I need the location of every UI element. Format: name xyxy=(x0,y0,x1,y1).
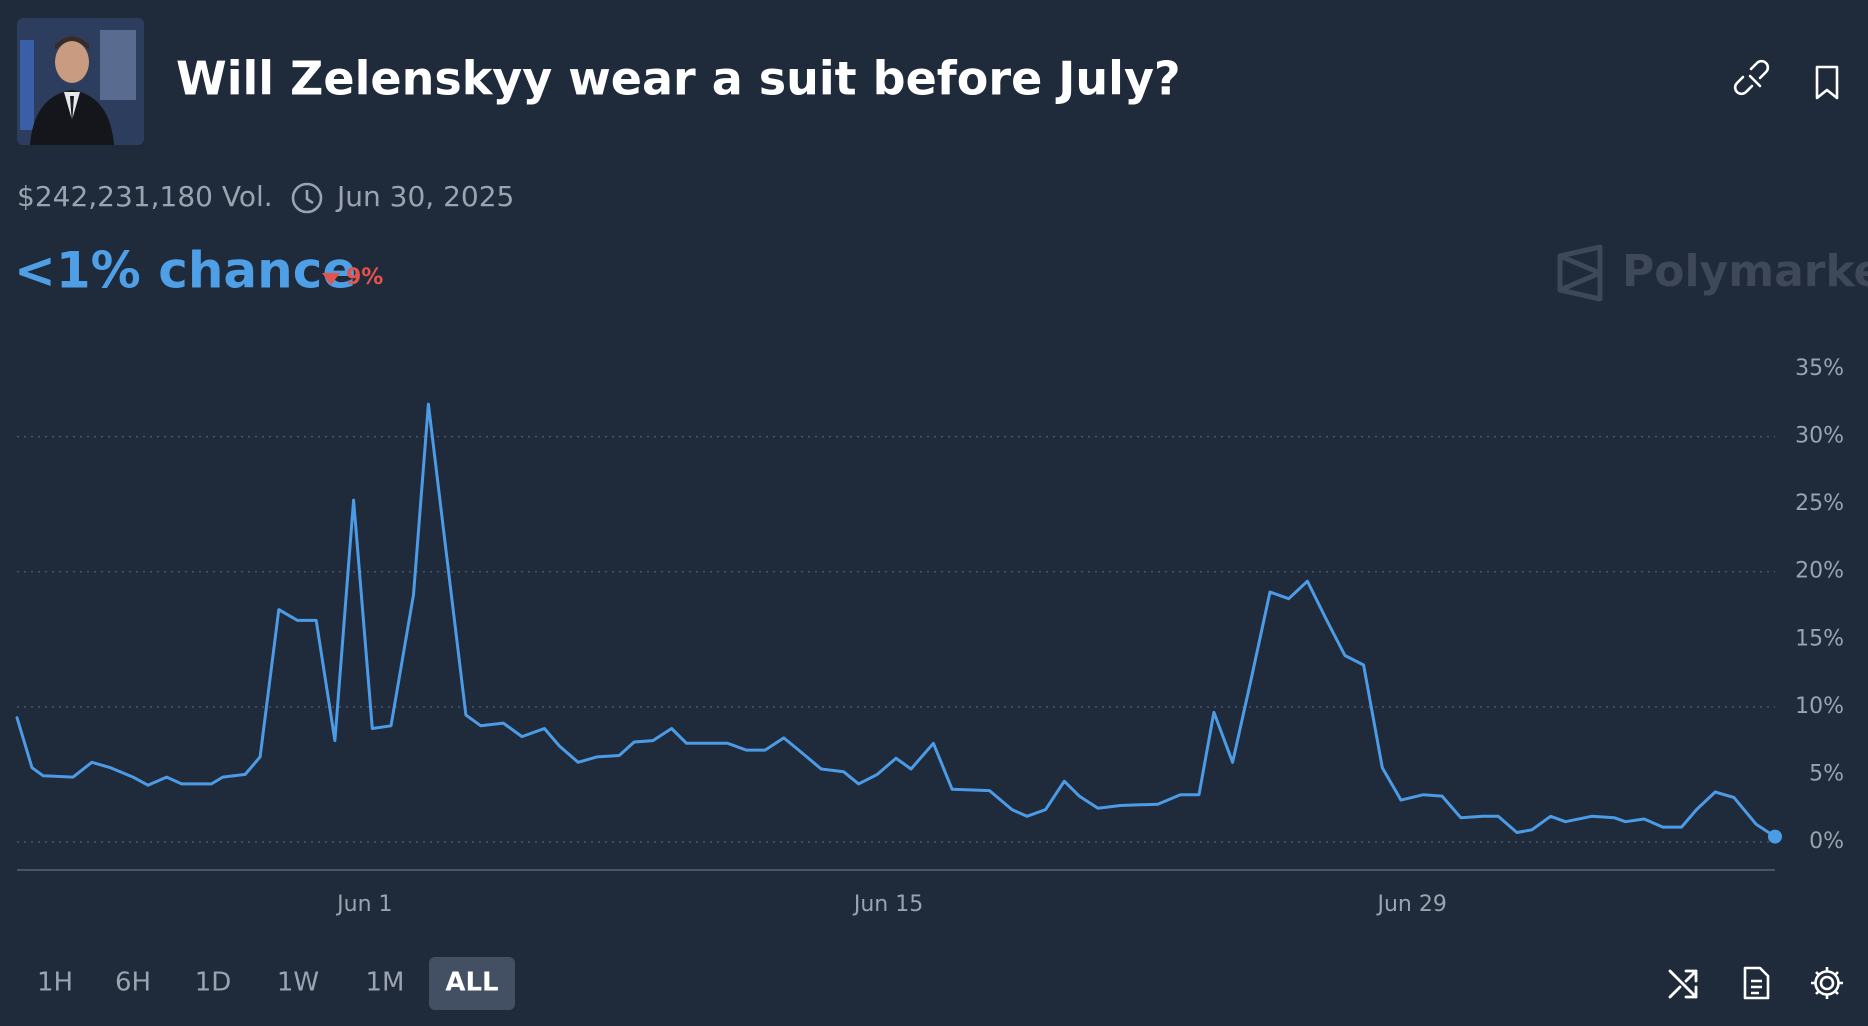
range-button[interactable]: 6H xyxy=(115,968,151,998)
end-date: Jun 30, 2025 xyxy=(335,180,514,213)
change: 9% xyxy=(346,265,383,290)
y-tick-label: 0% xyxy=(1809,829,1844,854)
market-image xyxy=(17,18,144,145)
range-button[interactable]: ALL xyxy=(445,968,498,998)
shuffle-button[interactable] xyxy=(1668,969,1698,999)
y-tick-label: 10% xyxy=(1795,694,1844,719)
y-tick-label: 30% xyxy=(1795,424,1844,449)
brand-logo xyxy=(1557,244,1603,302)
x-tick-label: Jun 1 xyxy=(335,892,392,917)
brand: Polymarket xyxy=(1622,246,1868,297)
y-tick-label: 5% xyxy=(1809,761,1844,786)
y-tick-label: 15% xyxy=(1795,626,1844,651)
chance-headline: <1% chance xyxy=(14,242,356,300)
chart: 0% 5% 10% 15% 20% 25% 30% 35% Jun 1 Jun 15 Jun 29 xyxy=(15,356,1844,917)
range-button-active[interactable] xyxy=(429,957,515,1010)
down-arrow xyxy=(322,273,340,285)
rules-button[interactable] xyxy=(1743,966,1770,1000)
volume: $242,231,180 Vol. xyxy=(17,180,273,213)
x-tick-label: Jun 29 xyxy=(1375,892,1446,917)
bookmark-button[interactable] xyxy=(1815,65,1839,100)
market-title: Will Zelenskyy wear a suit before July? xyxy=(176,52,1181,106)
clock-icon xyxy=(291,182,323,214)
range-controls: 1H 6H 1D 1W 1M ALL xyxy=(37,957,515,1010)
latest-point xyxy=(1768,829,1782,844)
range-button[interactable]: 1D xyxy=(195,968,232,998)
range-button[interactable]: 1M xyxy=(366,968,405,998)
settings-button[interactable] xyxy=(1811,967,1843,999)
range-button[interactable]: 1W xyxy=(277,968,319,998)
price-line xyxy=(15,402,1777,839)
link-button[interactable] xyxy=(1733,59,1770,96)
range-button[interactable]: 1H xyxy=(37,968,73,998)
y-tick-label: 35% xyxy=(1795,356,1844,381)
y-tick-label: 25% xyxy=(1795,491,1844,516)
y-tick-label: 20% xyxy=(1795,559,1844,584)
x-tick-label: Jun 15 xyxy=(852,892,923,917)
